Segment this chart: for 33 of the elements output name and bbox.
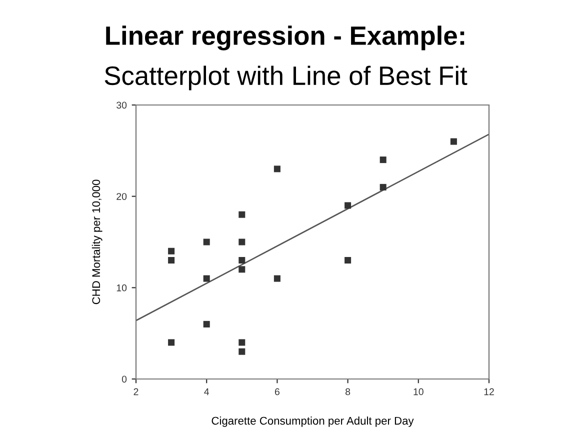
x-tick-label: 2 xyxy=(134,388,138,396)
y-tick-label: 20 xyxy=(116,193,127,200)
point xyxy=(238,266,246,273)
point xyxy=(238,211,246,218)
x-tick-label: 6 xyxy=(274,388,280,396)
point xyxy=(238,348,246,355)
point xyxy=(274,166,280,172)
chart-title: Linear regression - Example: xyxy=(106,26,464,50)
point xyxy=(203,238,210,246)
point xyxy=(274,275,280,282)
y-tick-label: 30 xyxy=(116,102,127,109)
y-tick-label: 0 xyxy=(122,376,127,383)
point xyxy=(238,238,246,246)
point xyxy=(203,320,210,328)
point xyxy=(168,248,175,254)
point xyxy=(344,257,352,264)
point xyxy=(380,156,386,164)
point xyxy=(238,339,246,346)
point xyxy=(203,275,210,282)
x-tick-label: 10 xyxy=(414,388,424,396)
x-tick-label: 4 xyxy=(204,388,210,396)
x-tick-label: 8 xyxy=(346,388,350,396)
chart-subtitle: Scatterplot with Line of Best Fit xyxy=(104,66,468,90)
y-axis-title: CHD Mortality per 10,000 xyxy=(92,180,102,304)
point xyxy=(168,339,175,346)
point xyxy=(380,184,386,190)
x-axis-title: Cigarette Consumption per Adult per Day xyxy=(212,416,414,427)
y-tick-label: 10 xyxy=(116,284,127,292)
point xyxy=(168,257,175,264)
point xyxy=(238,257,246,264)
point xyxy=(450,138,457,145)
point xyxy=(344,202,352,209)
x-tick-label: 12 xyxy=(484,388,494,396)
